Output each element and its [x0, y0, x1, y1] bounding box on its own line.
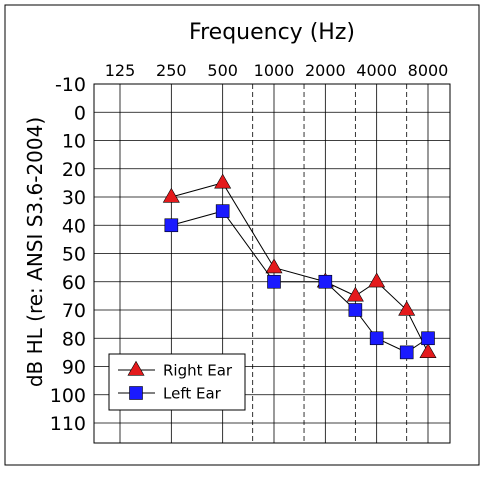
legend-marker-square — [129, 386, 143, 400]
data-point-square — [318, 274, 333, 289]
y-tick-label: 10 — [62, 131, 86, 153]
legend-label: Left Ear — [163, 385, 222, 403]
x-tick-label: 8000 — [408, 61, 449, 80]
y-tick-label: 70 — [62, 300, 86, 322]
x-tick-label: 1000 — [254, 61, 295, 80]
chart-title: Frequency (Hz) — [189, 20, 355, 45]
data-point-square — [215, 204, 230, 218]
y-tick-label: 60 — [62, 272, 86, 294]
y-tick-label: 30 — [62, 187, 86, 209]
series-layer — [162, 173, 437, 360]
y-tick-label: 80 — [62, 328, 86, 350]
data-point-triangle — [346, 286, 364, 302]
y-tick-label: 40 — [62, 215, 86, 237]
data-point-square — [369, 331, 384, 346]
data-point-square — [421, 331, 435, 346]
x-tick-label: 2000 — [305, 61, 346, 80]
data-point-triangle — [419, 343, 437, 358]
y-axis-label: dB HL (re: ANSI S3.6-2004) — [23, 117, 47, 387]
data-point-square — [164, 218, 179, 233]
series-left-ear — [164, 204, 435, 360]
tick-labels: 125 250 500 1000 2000 4000 8000 -10 0 10 20 30 40 50 6… — [50, 61, 449, 435]
x-tick-label: 125 — [105, 61, 136, 80]
data-point-square — [267, 274, 281, 289]
grid — [93, 83, 451, 444]
legend: Right Ear Left Ear — [108, 353, 246, 411]
y-tick-label: 100 — [50, 385, 86, 407]
legend-label: Right Ear — [163, 362, 233, 380]
x-tick-label: 250 — [156, 61, 187, 80]
data-point-triangle — [162, 187, 180, 203]
y-tick-label: 110 — [50, 413, 86, 435]
x-tick-label: 500 — [207, 61, 238, 80]
y-tick-label: 20 — [62, 159, 86, 181]
data-point-triangle — [368, 272, 386, 288]
data-point-triangle — [398, 300, 416, 316]
y-tick-label: 50 — [62, 244, 86, 266]
data-point-square — [399, 345, 414, 360]
data-point-triangle — [214, 173, 232, 189]
series-line — [171, 182, 429, 353]
x-tick-label: 4000 — [356, 61, 397, 80]
legend-box — [108, 353, 246, 411]
data-point-triangle — [265, 258, 283, 274]
y-tick-label: 90 — [62, 357, 86, 379]
legend-marker-triangle — [127, 360, 145, 376]
data-point-square — [348, 303, 363, 317]
y-tick-label: 0 — [74, 102, 86, 124]
y-tick-label: -10 — [55, 74, 86, 96]
